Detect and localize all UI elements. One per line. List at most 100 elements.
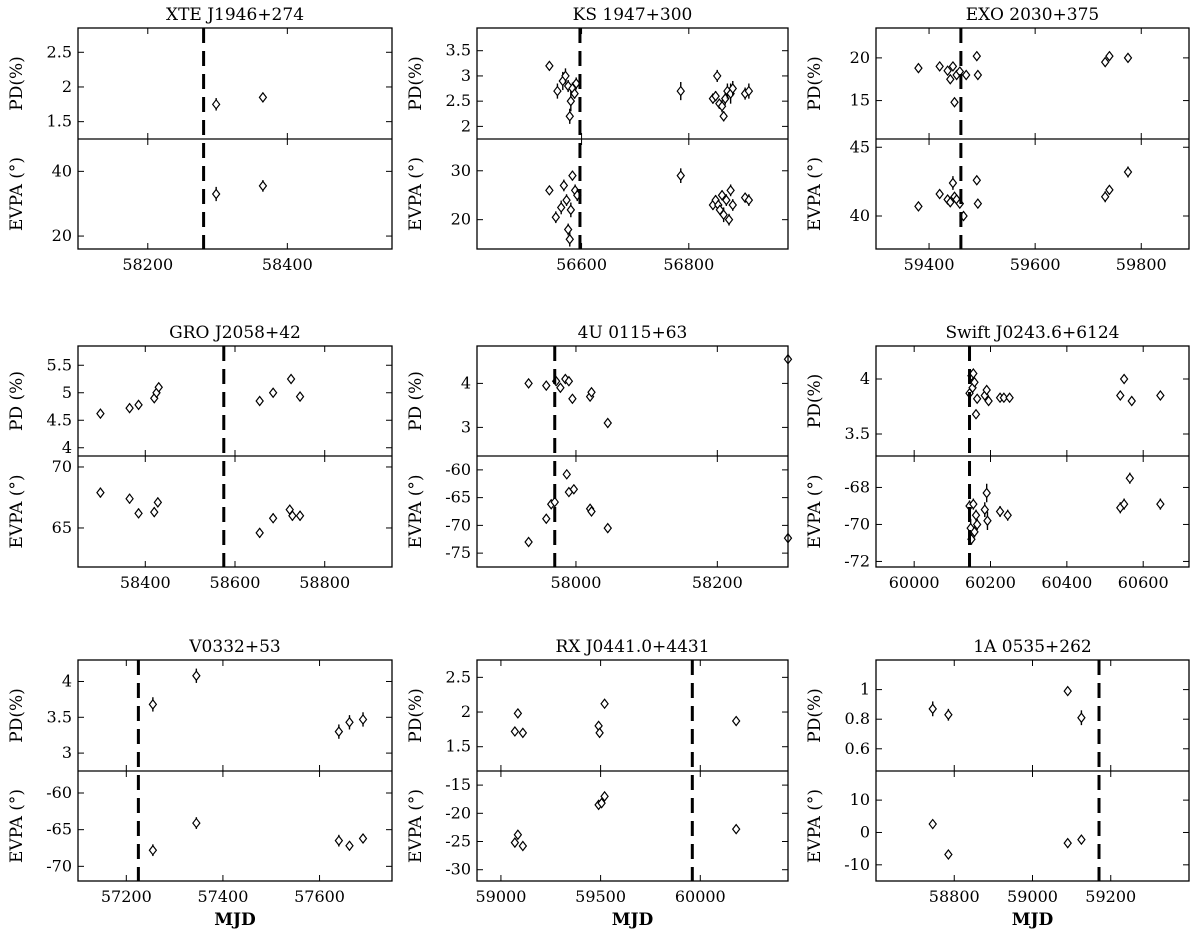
data-point <box>553 83 562 99</box>
data-point <box>334 834 344 847</box>
data-point <box>728 199 738 211</box>
data-point <box>717 100 727 113</box>
diamond-marker <box>971 408 981 420</box>
y-tick-label: 2.5 <box>47 42 72 61</box>
y-tick-label: 2 <box>62 77 72 96</box>
diamond-marker <box>711 90 720 102</box>
data-point <box>211 98 221 111</box>
data-point <box>935 60 944 72</box>
diamond-marker <box>1127 395 1137 407</box>
data-point <box>562 194 571 206</box>
data-point <box>731 823 741 835</box>
subplot: 4U 0115+63 3 4 PD (%) -75 -70 -65 -60 EVPA (°) 58… <box>406 323 793 592</box>
data-point <box>1119 498 1129 510</box>
diamond-marker <box>744 194 754 206</box>
diamond-marker <box>587 386 596 398</box>
diamond-marker <box>148 698 158 710</box>
y-tick-label: -20 <box>445 803 471 822</box>
data-point <box>559 179 569 192</box>
evpa-axis-label: EVPA (°) <box>7 157 27 231</box>
diamond-marker <box>597 797 606 809</box>
evpa-axis-label: EVPA (°) <box>406 157 426 231</box>
y-tick-label: 20 <box>52 226 72 245</box>
data-point <box>149 506 159 518</box>
subplot-title: RX J0441.0+4431 <box>555 637 709 657</box>
data-point <box>587 386 596 398</box>
diamond-marker <box>345 716 354 728</box>
data-point <box>545 184 554 196</box>
diamond-marker <box>524 536 533 548</box>
data-point <box>518 840 528 852</box>
diamond-marker <box>717 100 727 112</box>
x-tick-label: 59400 <box>904 255 955 274</box>
diamond-marker <box>983 515 992 527</box>
y-tick-label: 1.5 <box>47 112 72 131</box>
y-tick-label: 3.5 <box>446 41 471 60</box>
data-point <box>719 110 728 122</box>
diamond-marker <box>510 725 520 737</box>
evpa-axis-label: EVPA (°) <box>406 789 426 863</box>
x-tick-label: 58400 <box>262 255 313 274</box>
diamond-marker <box>258 91 268 103</box>
y-tick-label: 4.5 <box>47 410 72 429</box>
x-tick-label: 58400 <box>120 573 171 592</box>
diamond-marker <box>556 382 565 394</box>
diamond-marker <box>1156 390 1165 401</box>
diamond-marker <box>550 496 560 508</box>
evpa-panel: 65 70 EVPA (°) <box>7 456 392 567</box>
data-point <box>255 395 264 407</box>
subplot-title: XTE J1946+274 <box>166 5 304 25</box>
y-tick-label: 3 <box>62 743 72 762</box>
x-tick-label: 60000 <box>889 573 940 592</box>
y-tick-label: -70 <box>445 515 471 534</box>
data-point <box>1003 509 1012 521</box>
evpa-axis-label: EVPA (°) <box>805 474 825 548</box>
subplot: 1A 0535+262 0.6 0.8 1 PD(%) -10 0 10 EVPA (°) 588… <box>805 637 1190 930</box>
x-axis-label: MJD <box>612 910 654 930</box>
x-tick-label: 60200 <box>965 573 1016 592</box>
diamond-marker <box>946 73 955 85</box>
evpa-axis-label: EVPA (°) <box>805 157 825 231</box>
data-point <box>972 393 982 405</box>
diamond-marker <box>134 399 143 411</box>
diamond-marker <box>1077 712 1086 724</box>
diamond-marker <box>568 170 577 182</box>
diamond-marker <box>556 201 566 213</box>
y-tick-label: -65 <box>46 820 72 839</box>
diamond-marker <box>982 487 991 499</box>
data-point <box>600 790 609 802</box>
pd-panel: 3 4 PD (%) <box>406 346 793 456</box>
diamond-marker <box>518 727 528 739</box>
y-tick-label: 1 <box>860 680 870 699</box>
diamond-marker <box>973 69 983 81</box>
data-point <box>125 402 134 414</box>
y-tick-label: 20 <box>451 210 471 229</box>
data-point <box>982 384 991 396</box>
diamond-marker <box>148 844 158 856</box>
x-tick-label: 58800 <box>299 573 350 592</box>
data-point <box>153 496 163 508</box>
data-point <box>717 189 727 201</box>
data-point <box>973 69 983 81</box>
diamond-marker <box>944 709 953 721</box>
pd-panel: 15 20 PD(%) <box>805 28 1189 139</box>
diamond-marker <box>358 713 368 725</box>
data-point <box>712 69 722 82</box>
data-point <box>676 81 686 101</box>
x-tick-label: 58200 <box>692 573 743 592</box>
y-tick-label: -10 <box>844 855 870 874</box>
y-tick-label: 5 <box>62 383 72 402</box>
y-tick-label: 2 <box>461 702 471 721</box>
diamond-marker <box>972 50 982 62</box>
pd-axis-label: PD(%) <box>7 56 27 111</box>
data-point <box>972 174 982 186</box>
data-point <box>726 184 735 197</box>
diamond-marker <box>518 840 528 852</box>
y-tick-label: 4 <box>860 369 870 388</box>
data-point <box>561 68 570 84</box>
data-point <box>928 701 937 717</box>
subplot: KS 1947+300 2 2.5 3 3.5 PD(%) 20 30 EVPA (°) 5660… <box>406 5 789 274</box>
diamond-marker <box>1100 191 1110 203</box>
data-point <box>154 381 164 393</box>
pd-axis-label: PD(%) <box>406 56 426 111</box>
